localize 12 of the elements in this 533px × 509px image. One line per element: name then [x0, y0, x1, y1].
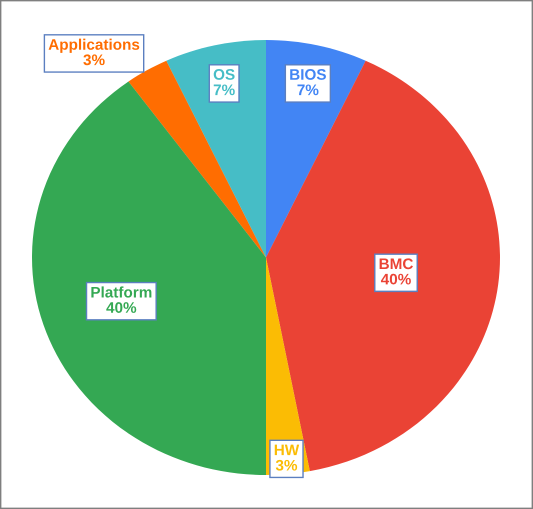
slice-label: Platform	[91, 286, 152, 298]
data-label: 7%	[214, 84, 235, 96]
slice-label: BIOS	[290, 69, 326, 80]
data-label: 3%	[276, 460, 298, 471]
slice-label: Applications	[48, 38, 140, 53]
data-label: 40%	[106, 302, 136, 313]
slice-label: OS	[214, 69, 235, 80]
data-label: 40%	[380, 274, 411, 285]
data-label: 3%	[83, 54, 105, 66]
slice-label: HW	[274, 444, 300, 456]
data-label: 7%	[297, 84, 318, 96]
slice-label: BMC	[380, 258, 413, 270]
